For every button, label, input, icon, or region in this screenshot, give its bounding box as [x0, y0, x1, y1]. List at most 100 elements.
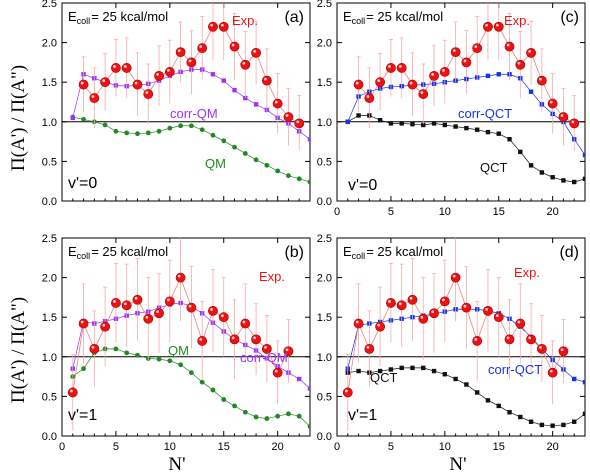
y-tick-label: 1.0	[42, 352, 57, 364]
plot-frame	[336, 2, 586, 202]
theory-point	[210, 132, 216, 138]
theory-point	[561, 178, 566, 183]
exp-point	[197, 43, 208, 54]
exp-point-highlight	[188, 59, 192, 63]
collision-energy-subscript: coll	[77, 251, 91, 261]
exp-point	[100, 321, 111, 332]
exp-point	[569, 118, 580, 129]
exp-point	[353, 79, 364, 90]
exp-point	[132, 294, 143, 305]
theory-point	[582, 411, 585, 417]
corr-series-label: corr-QM	[170, 106, 218, 121]
vibrational-state-label: v'=0	[68, 175, 97, 192]
series-line-theory	[347, 115, 585, 183]
exp-point-highlight	[231, 43, 235, 47]
exp-point	[100, 77, 111, 88]
theory-point	[431, 368, 437, 374]
exp-point	[386, 298, 396, 308]
x-tick-label: 20	[547, 441, 559, 453]
theory-point	[156, 356, 162, 362]
exp-point	[364, 93, 375, 103]
panel-c: 0 5 10 15 20 0.0 0.5 1.0 1.5 2.0 2.5 Ecoll= 25 kcal…	[317, 0, 586, 218]
theory-point	[539, 170, 545, 175]
theory-point	[356, 368, 361, 374]
panel-b: 0 5 10 15 20 0.0 0.5 1.0 1.5 2.0 2.5 Ecoll= 25 kcal…	[42, 233, 311, 453]
theory-point	[102, 122, 108, 128]
theory-point	[453, 376, 458, 382]
exp-point-highlight	[344, 389, 348, 393]
exp-point-highlight	[91, 345, 95, 349]
exp-point	[483, 21, 493, 32]
corr-point	[582, 152, 585, 158]
exp-point	[218, 21, 229, 32]
theory-point	[442, 122, 448, 128]
collision-energy-subscript: coll	[352, 16, 366, 26]
theory-point	[253, 414, 259, 420]
exp-point-highlight	[264, 77, 267, 81]
panel-d: 0 5 10 15 20 0.0 0.5 1.0 1.5 2.0 2.5 Ecoll= 25 kcal…	[317, 233, 586, 453]
exp-point-highlight	[177, 49, 181, 53]
exp-point	[472, 43, 483, 54]
exp-point	[439, 67, 450, 77]
exp-point-highlight	[506, 336, 510, 340]
exp-point-highlight	[398, 302, 402, 306]
y-tick-label: 0.0	[42, 431, 57, 443]
x-tick-label: 20	[272, 441, 284, 453]
exp-point	[78, 79, 89, 90]
theory-point	[135, 131, 140, 137]
theory-point	[550, 423, 555, 428]
exp-point	[111, 63, 121, 73]
theory-point	[296, 413, 302, 419]
exp-point-highlight	[549, 100, 553, 104]
exp-point	[197, 336, 208, 346]
x-tick-label: 0	[334, 441, 340, 453]
collision-energy-subscript: coll	[352, 251, 366, 261]
exp-point	[353, 318, 364, 329]
exp-series-label: Exp.	[259, 269, 285, 284]
theory-point	[81, 366, 86, 372]
exp-series-label: Exp.	[504, 13, 530, 28]
exp-point-highlight	[409, 296, 413, 300]
exp-point	[89, 93, 100, 103]
theory-point	[518, 149, 523, 155]
theory-point	[582, 176, 585, 182]
theory-point	[178, 123, 184, 129]
exp-point-highlight	[231, 336, 235, 340]
exp-point-highlight	[199, 45, 203, 49]
exp-point	[558, 112, 569, 122]
exp-point	[364, 343, 375, 354]
corr-point	[232, 87, 237, 93]
corr-point	[297, 376, 302, 382]
theory-point	[307, 179, 310, 185]
theory-point	[474, 390, 480, 395]
exp-point-highlight	[102, 79, 106, 83]
theory-point	[377, 368, 383, 374]
exp-point-highlight	[431, 72, 435, 76]
exp-point	[229, 41, 240, 52]
exp-point-highlight	[420, 91, 424, 94]
theory-point	[188, 370, 194, 376]
theory-point	[232, 144, 237, 150]
exp-point	[526, 47, 536, 58]
theory-point	[210, 387, 216, 393]
series-group	[67, 238, 310, 431]
corr-series-label: corr-QCT	[488, 362, 542, 377]
x-tick-label: 0	[334, 206, 340, 218]
collision-energy-symbol: E	[343, 244, 352, 259]
theory-point	[242, 151, 248, 156]
exp-point	[558, 346, 569, 357]
theory-point	[221, 138, 227, 144]
y-tick-label: 0.0	[317, 431, 332, 443]
panel-label: (b)	[284, 244, 304, 261]
exp-point-highlight	[539, 77, 542, 81]
exp-point-highlight	[366, 345, 370, 349]
exp-point	[251, 334, 261, 345]
y-tick-label: 0.0	[42, 196, 57, 208]
exp-point-highlight	[123, 65, 127, 68]
theory-point	[485, 129, 491, 135]
corr-point	[572, 376, 577, 382]
exp-point	[396, 63, 407, 73]
exp-point	[418, 89, 429, 99]
exp-point-highlight	[210, 307, 213, 311]
exp-point	[461, 57, 472, 68]
